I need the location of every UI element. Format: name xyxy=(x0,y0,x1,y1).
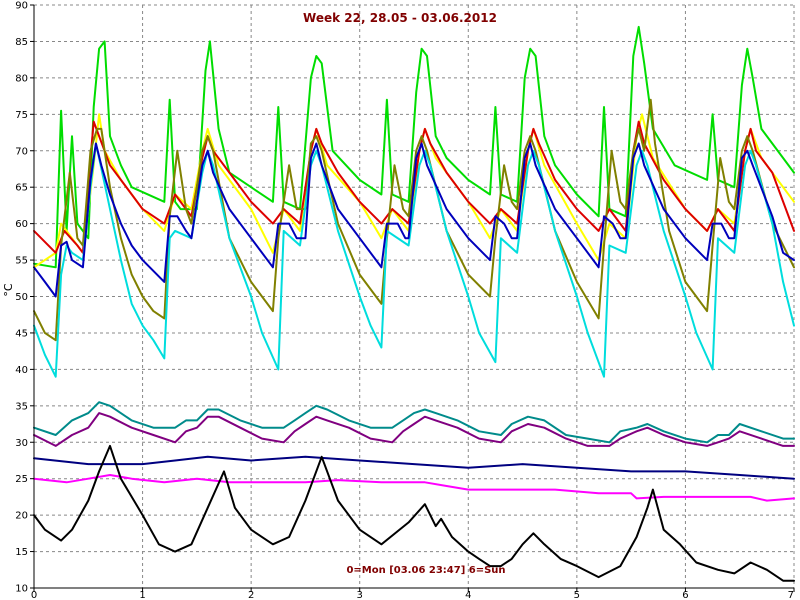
series-lines xyxy=(33,25,795,582)
x-tick-label: 4 xyxy=(465,590,471,600)
series-line xyxy=(33,142,795,378)
y-tick-label: 45 xyxy=(15,328,28,339)
series-line xyxy=(33,455,795,480)
y-tick-label: 35 xyxy=(15,401,28,412)
x-tick-label: 0 xyxy=(31,590,37,600)
y-tick-label: 15 xyxy=(15,547,28,558)
y-tick-label: 70 xyxy=(15,146,28,157)
x-tick-label: 3 xyxy=(357,590,363,600)
chart-title: Week 22, 28.05 - 03.06.2012 xyxy=(303,11,497,25)
y-tick-label: 50 xyxy=(15,292,28,303)
x-tick-label: 6 xyxy=(682,590,688,600)
y-tick-label: 55 xyxy=(15,256,28,267)
y-tick-label: 20 xyxy=(15,511,28,522)
series-line xyxy=(33,98,795,342)
y-axis-label: °C xyxy=(2,283,15,297)
x-axis-label: 0=Mon [03.06 23:47] 6=Sun xyxy=(346,565,505,576)
y-tick-label: 25 xyxy=(15,474,28,485)
y-tick-label: 30 xyxy=(15,438,28,449)
x-tick-label: 7 xyxy=(788,590,794,600)
series-line xyxy=(33,444,795,582)
series-line xyxy=(33,120,795,254)
series-line xyxy=(33,474,795,502)
y-tick-label: 65 xyxy=(15,183,28,194)
x-tick-label: 1 xyxy=(139,590,145,600)
series-line xyxy=(33,142,795,298)
y-tick-label: 80 xyxy=(15,73,28,84)
series-line xyxy=(33,412,795,447)
series-line xyxy=(33,401,795,444)
x-tick-label: 2 xyxy=(248,590,254,600)
x-tick-label: 5 xyxy=(574,590,580,600)
y-tick-label: 90 xyxy=(15,1,28,12)
y-tick-label: 75 xyxy=(15,110,28,121)
y-tick-label: 60 xyxy=(15,219,28,230)
y-tick-label: 10 xyxy=(15,584,28,595)
y-tick-label: 85 xyxy=(15,37,28,48)
y-tick-label: 40 xyxy=(15,365,28,376)
